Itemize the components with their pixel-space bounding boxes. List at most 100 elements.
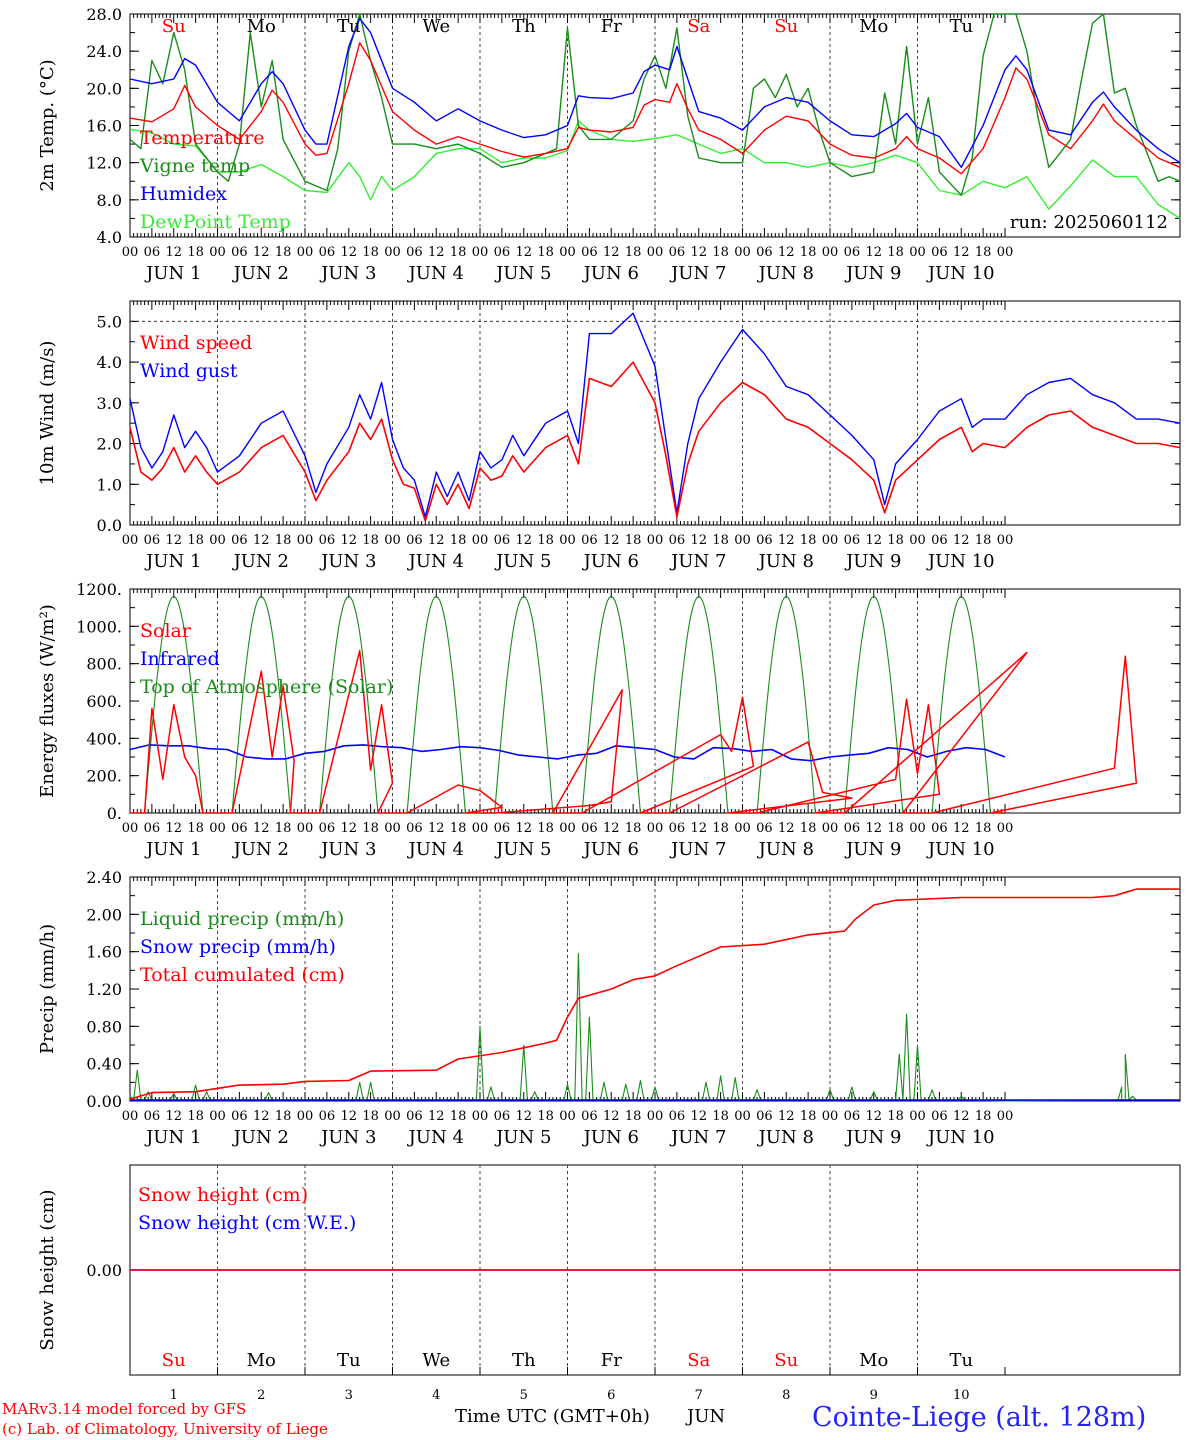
- x-tick-label: 06: [406, 533, 423, 548]
- date-label: JUN 10: [926, 839, 995, 860]
- x-tick-label: 06: [581, 533, 598, 548]
- date-label: JUN 8: [757, 1127, 814, 1148]
- x-tick-label: 06: [931, 245, 948, 260]
- x-tick-label: 12: [340, 1109, 357, 1124]
- date-label: JUN 1: [144, 839, 201, 860]
- run-annotation: run: 2025060112: [1010, 212, 1168, 233]
- x-tick-label: 00: [122, 245, 139, 260]
- x-tick-label: 06: [144, 1109, 161, 1124]
- date-label: JUN 4: [407, 551, 464, 572]
- weekday-label: Th: [512, 16, 536, 37]
- x-tick-label: 18: [362, 245, 379, 260]
- date-label: JUN 8: [757, 263, 814, 284]
- x-tick-label: 06: [931, 533, 948, 548]
- x-tick-label: 00: [559, 821, 576, 836]
- x-tick-label: 12: [865, 1109, 882, 1124]
- date-label: JUN 2: [232, 551, 289, 572]
- x-tick-label: 06: [844, 1109, 861, 1124]
- y-axis-label: 2m Temp. (°C): [37, 59, 58, 191]
- x-tick-label: 12: [340, 821, 357, 836]
- date-label: JUN 10: [926, 551, 995, 572]
- day-number-label: 10: [953, 1388, 970, 1403]
- x-tick-label: 00: [822, 1109, 839, 1124]
- x-tick-label: 18: [362, 1109, 379, 1124]
- x-tick-label: 12: [165, 245, 182, 260]
- x-tick-label: 06: [319, 821, 336, 836]
- wind-gust-line: [129, 312, 1181, 518]
- weekday-label: Tu: [949, 1350, 973, 1371]
- x-tick-label: 06: [669, 245, 686, 260]
- day-number-label: 6: [607, 1388, 615, 1403]
- date-label: JUN 9: [844, 1127, 901, 1148]
- legend-entry: Infrared: [140, 648, 220, 670]
- x-tick-label: 06: [494, 821, 511, 836]
- y-axis-label: 10m Wind (m/s): [37, 341, 58, 486]
- x-tick-label: 06: [581, 821, 598, 836]
- x-tick-label: 18: [537, 245, 554, 260]
- x-tick-label: 18: [450, 533, 467, 548]
- x-tick-label: 06: [756, 245, 773, 260]
- x-tick-label: 18: [537, 1109, 554, 1124]
- plot-frame: [129, 300, 1181, 526]
- x-tick-label: 12: [865, 821, 882, 836]
- x-tick-label: 00: [297, 1109, 314, 1124]
- date-label: JUN 3: [319, 839, 376, 860]
- x-tick-label: 06: [844, 533, 861, 548]
- x-tick-label: 18: [800, 821, 817, 836]
- panel-5: 0.00 Snow height (cm) Snow height (cm) Snow…: [37, 1164, 1181, 1403]
- x-tick-label: 12: [340, 533, 357, 548]
- x-tick-label: 00: [472, 533, 489, 548]
- legend-entry: Temperature: [140, 127, 264, 149]
- date-label: JUN 5: [494, 551, 551, 572]
- x-tick-label: 00: [647, 533, 664, 548]
- x-tick-label: 00: [472, 821, 489, 836]
- weekday-label: Fr: [601, 1350, 622, 1371]
- y-tick-label: 0.80: [86, 1017, 122, 1036]
- x-tick-label: 06: [319, 245, 336, 260]
- panel-1: 00 06 12 18 00 06 12 18 00 06 12 18 00 06 12 18 00 06 12 18…: [37, 5, 1181, 284]
- date-label: JUN 8: [757, 839, 814, 860]
- y-tick-label: 200.: [86, 767, 122, 786]
- x-tick-label: 18: [712, 821, 729, 836]
- x-tick-label: 12: [778, 1109, 795, 1124]
- y-tick-label: 28.0: [86, 5, 122, 24]
- x-tick-label: 00: [559, 245, 576, 260]
- infrared-line: [129, 744, 1006, 762]
- day-number-label: 9: [870, 1388, 878, 1403]
- date-label: JUN 10: [926, 263, 995, 284]
- x-tick-label: 18: [625, 1109, 642, 1124]
- wind-speed-line: [129, 361, 1181, 522]
- x-tick-label: 06: [581, 1109, 598, 1124]
- liquid-precip-line: [129, 952, 1137, 1102]
- y-tick-label: 1.0: [97, 475, 122, 494]
- x-tick-label: 06: [231, 821, 248, 836]
- x-tick-label: 18: [187, 821, 204, 836]
- x-tick-label: 06: [756, 1109, 773, 1124]
- x-tick-label: 12: [603, 245, 620, 260]
- x-tick-label: 00: [647, 821, 664, 836]
- x-tick-label: 06: [494, 245, 511, 260]
- x-tick-label: 18: [450, 821, 467, 836]
- x-tick-label: 06: [406, 821, 423, 836]
- weekday-label: Mo: [247, 16, 276, 37]
- weekday-label: Sa: [687, 1350, 710, 1371]
- panel-2: 00 06 12 18 00 06 12 18 00 06 12 18 00 06 12 18 00 06 12 18…: [37, 300, 1181, 572]
- x-tick-label: 12: [428, 533, 445, 548]
- x-tick-label: 06: [494, 1109, 511, 1124]
- x-tick-label: 00: [122, 533, 139, 548]
- x-tick-label: 12: [428, 821, 445, 836]
- weekday-label: Su: [162, 16, 186, 37]
- x-tick-label: 18: [275, 1109, 292, 1124]
- date-label: JUN 10: [926, 1127, 995, 1148]
- x-tick-label: 00: [734, 1109, 751, 1124]
- day-number-label: 1: [170, 1388, 178, 1403]
- model-credit-line1: MARv3.14 model forced by GFS: [2, 1400, 247, 1418]
- weekday-label: Tu: [337, 16, 361, 37]
- x-tick-label: 06: [931, 1109, 948, 1124]
- x-tick-label: 12: [253, 533, 270, 548]
- x-tick-label: 18: [887, 1109, 904, 1124]
- x-tick-label: 18: [450, 245, 467, 260]
- x-tick-label: 06: [231, 533, 248, 548]
- date-label: JUN 3: [319, 1127, 376, 1148]
- x-tick-label: 06: [319, 1109, 336, 1124]
